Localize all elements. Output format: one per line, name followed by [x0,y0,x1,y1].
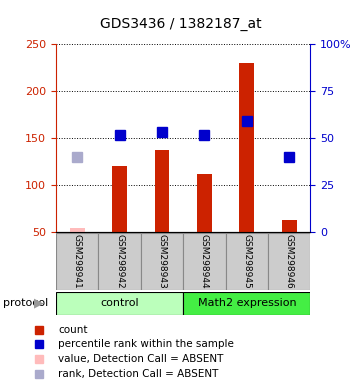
Bar [70,228,84,232]
Bar [197,174,212,232]
Bar [141,233,183,290]
Text: GSM298944: GSM298944 [200,234,209,289]
Text: control: control [100,298,139,308]
Bar [155,149,169,232]
Bar [183,292,310,315]
Bar [239,63,254,232]
Text: count: count [58,324,88,334]
Text: GSM298945: GSM298945 [242,234,251,289]
Bar [98,233,141,290]
Text: ▶: ▶ [34,297,43,310]
Text: protocol: protocol [3,298,48,308]
Bar [226,233,268,290]
Text: value, Detection Call = ABSENT: value, Detection Call = ABSENT [58,354,223,364]
Text: GSM298942: GSM298942 [115,234,124,289]
Text: GSM298943: GSM298943 [157,234,166,289]
Text: Math2 expression: Math2 expression [197,298,296,308]
Bar [56,292,183,315]
Bar [268,233,310,290]
Text: rank, Detection Call = ABSENT: rank, Detection Call = ABSENT [58,369,218,379]
Bar [56,233,98,290]
Text: GDS3436 / 1382187_at: GDS3436 / 1382187_at [100,17,261,31]
Bar [282,220,297,232]
Text: GSM298946: GSM298946 [285,234,294,289]
Text: percentile rank within the sample: percentile rank within the sample [58,339,234,349]
Bar [183,233,226,290]
Text: GSM298941: GSM298941 [73,234,82,289]
Bar [112,167,127,232]
